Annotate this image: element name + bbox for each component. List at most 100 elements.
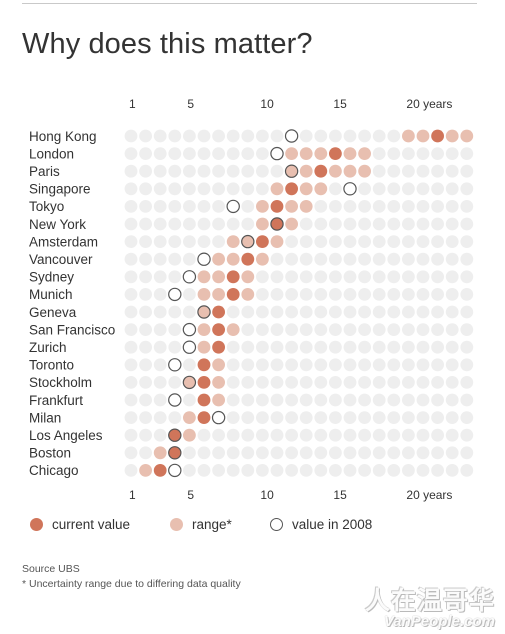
chart-title: Why does this matter? [22,28,313,60]
empty-dot [358,288,371,301]
empty-dot [183,464,196,477]
empty-dot [343,217,357,231]
range-dot [212,393,226,407]
value-2008-ring [197,305,211,319]
empty-dot [168,376,182,389]
empty-dot [314,376,328,389]
city-label: Paris [29,164,60,179]
current-value-dot [270,200,284,213]
empty-dot [431,288,444,301]
empty-dot [256,288,269,301]
city-label: Milan [29,410,61,425]
empty-dot [212,164,226,178]
legend-range: range* [170,515,232,533]
range-dot [314,182,328,196]
current-value-dot [314,164,328,178]
empty-dot [285,270,298,284]
empty-dot [256,411,269,424]
city-label: Chicago [29,463,79,478]
empty-dot [270,340,284,354]
empty-dot [124,428,138,442]
empty-dot [270,464,284,477]
empty-dot [139,164,153,178]
empty-dot [153,164,167,178]
empty-dot [402,358,415,372]
empty-dot [285,288,298,301]
empty-dot [387,217,401,231]
empty-dot [241,393,255,407]
empty-dot [241,446,255,460]
value-2008-ring [226,199,240,214]
empty-dot [168,200,182,213]
empty-dot [358,376,371,389]
empty-dot [402,305,415,319]
empty-dot [372,288,386,301]
empty-dot [226,464,240,477]
empty-dot [197,182,211,196]
current-value-dot [285,182,298,196]
empty-dot [387,288,401,301]
empty-dot [299,270,313,284]
empty-dot [460,164,474,178]
empty-dot [124,217,138,231]
empty-dot [416,340,430,354]
empty-dot [431,164,444,178]
empty-dot [168,464,182,477]
empty-dot [270,323,284,336]
watermark-en: VanPeople.com [383,613,495,630]
empty-dot [402,217,415,231]
empty-dot [431,217,444,231]
empty-dot [387,182,401,196]
value-2008-ring [168,428,182,442]
empty-dot [416,288,430,301]
legend-range-swatch [170,517,183,531]
empty-dot [314,323,328,336]
empty-dot [153,393,167,407]
empty-dot [226,358,240,372]
empty-dot [256,323,269,336]
empty-dot [445,411,459,424]
empty-dot [153,376,167,389]
empty-dot [241,182,255,196]
empty-dot [431,305,444,319]
empty-dot [343,411,357,424]
empty-dot [343,428,357,442]
empty-dot [416,305,430,319]
empty-dot [329,340,342,354]
empty-dot [387,252,401,266]
empty-dot [226,376,240,389]
empty-dot [299,129,313,143]
empty-dot [153,200,167,213]
empty-dot [299,393,313,407]
empty-dot [226,164,240,178]
empty-dot [416,376,430,389]
empty-dot [402,270,415,284]
top-tick-label-10: 10 [260,97,274,111]
empty-dot [372,464,386,477]
current-value-dot [212,305,226,319]
empty-dot [285,305,298,319]
empty-dot [124,235,138,249]
empty-dot [314,393,328,407]
empty-dot [445,323,459,336]
range-dot [212,376,226,389]
empty-dot [372,235,386,249]
empty-dot [387,305,401,319]
empty-dot [168,129,182,143]
empty-dot [139,340,153,354]
empty-dot [431,340,444,354]
empty-dot [431,358,444,372]
range-dot [197,340,211,354]
city-label: Hong Kong [29,129,97,144]
empty-dot [299,235,313,249]
bottom-tick-label-10: 10 [260,488,274,502]
source-note: Source UBS [22,563,80,575]
empty-dot [197,200,211,213]
empty-dot [183,340,196,354]
empty-dot [460,393,474,407]
range-dot [299,200,313,213]
value-2008-ring [168,463,182,478]
bottom-tick-label-15: 15 [333,488,347,502]
empty-dot [431,464,444,477]
value-2008-ring [168,446,182,460]
